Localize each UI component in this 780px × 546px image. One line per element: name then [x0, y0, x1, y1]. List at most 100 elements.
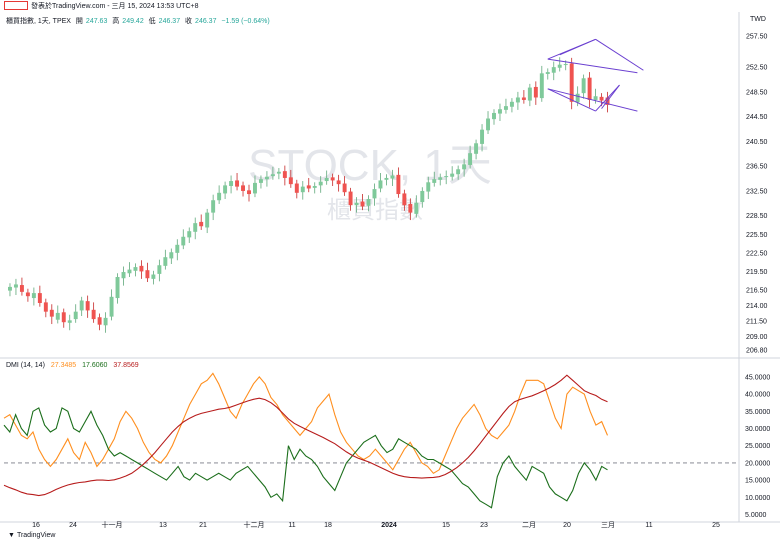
price-tick-label: 232.50	[746, 188, 768, 195]
dmi-name[interactable]: DMI (14, 14)	[6, 362, 45, 369]
trend-line	[547, 38, 596, 60]
candle-body	[408, 203, 413, 213]
candle-body	[253, 182, 257, 194]
time-tick-label: 20	[563, 522, 571, 529]
candle-body	[450, 173, 455, 177]
candle-body	[378, 180, 383, 189]
candle-body	[247, 190, 251, 195]
candle-body	[73, 311, 78, 320]
candle-body	[211, 200, 216, 213]
candle-body	[13, 284, 18, 288]
candle-body	[139, 265, 144, 272]
price-tick-label: 206.80	[746, 348, 768, 355]
time-tick-label: 25	[712, 522, 720, 529]
candle-body	[426, 182, 431, 192]
price-legend: 櫃買指數, 1天, TPEX 開 247.63 高 249.42 低 246.37 收…	[6, 16, 273, 26]
candle-body	[288, 177, 293, 185]
candle-body	[593, 96, 598, 100]
candle-body	[8, 286, 12, 291]
candle-body	[432, 179, 437, 183]
candle-body	[384, 177, 389, 180]
candle-body	[342, 183, 347, 193]
published-text: 發表於TradingView.com - 三月 15, 2024 13:53 U…	[31, 3, 199, 10]
dmi-tick-label: 30.0000	[745, 426, 770, 433]
candle-body	[133, 267, 138, 271]
candle-body	[312, 186, 317, 188]
candle-body	[127, 269, 132, 274]
candle-body	[575, 93, 580, 103]
dmi-series-minus-di	[3, 407, 608, 509]
price-tick-label: 228.50	[746, 213, 768, 220]
publish-header: 發表於TradingView.com - 三月 15, 2024 13:53 U…	[0, 0, 780, 12]
trend-line	[595, 38, 644, 71]
candle-body	[348, 191, 353, 206]
price-tick-label: 225.50	[746, 232, 768, 239]
candle-body	[31, 293, 36, 299]
candle-body	[43, 302, 48, 312]
dmi-plus-value: 27.3485	[50, 362, 77, 369]
time-tick-label: 十一月	[102, 520, 123, 529]
candle-body	[163, 257, 168, 266]
candle-body	[420, 190, 425, 203]
candle-body	[503, 106, 508, 110]
price-tick-label: 214.00	[746, 303, 768, 310]
candle-body	[25, 292, 30, 297]
candle-body	[468, 153, 473, 165]
candle-body	[474, 143, 479, 154]
dmi-tick-label: 40.0000	[745, 392, 770, 399]
candle-body	[498, 109, 502, 114]
price-tick-label: 240.50	[746, 139, 768, 146]
candle-body	[282, 171, 287, 178]
candle-body	[527, 87, 532, 101]
price-tick-label: 244.50	[746, 114, 768, 121]
candle-body	[37, 293, 42, 303]
low-label: 低	[148, 18, 156, 25]
trend-line	[547, 88, 638, 112]
high-value: 249.42	[122, 18, 144, 25]
candle-body	[294, 183, 299, 193]
high-label: 高	[112, 18, 120, 25]
dmi-series-plus-di	[3, 372, 609, 475]
time-tick-label: 13	[159, 522, 167, 529]
candle-body	[539, 73, 544, 99]
dmi-tick-label: 15.0000	[745, 478, 770, 485]
candle-body	[587, 77, 592, 100]
candle-body	[181, 236, 186, 246]
time-tick-label: 11	[645, 522, 652, 529]
candle-body	[480, 129, 485, 144]
candle-body	[306, 185, 311, 189]
candle-body	[270, 174, 275, 177]
symbol-label[interactable]: 櫃買指數, 1天, TPEX	[6, 18, 71, 25]
candle-body	[545, 72, 550, 74]
time-tick-label: 24	[69, 522, 77, 529]
candle-body	[557, 64, 562, 68]
candle-body	[300, 186, 305, 193]
candle-body	[187, 231, 192, 238]
price-tick-label: 248.50	[746, 89, 768, 96]
dmi-legend: DMI (14, 14) 27.3485 17.6060 37.8569	[6, 362, 143, 369]
brand-label: TradingView	[16, 532, 56, 539]
candle-body	[444, 176, 449, 178]
candle-body	[390, 175, 395, 179]
candle-body	[336, 180, 341, 185]
watermark-subtitle: 櫃買指數	[327, 197, 423, 224]
time-tick-label: 2024	[381, 522, 397, 529]
price-tick-label: 209.00	[746, 334, 768, 341]
candle-body	[151, 274, 156, 279]
candle-body	[402, 193, 407, 206]
candle-body	[175, 244, 180, 253]
change-value: −1.59 (−0.64%)	[221, 18, 270, 25]
close-value: 246.37	[195, 18, 217, 25]
candle-body	[67, 320, 72, 323]
candle-body	[103, 317, 108, 326]
candle-body	[360, 201, 365, 207]
watermark-title: STOCK, 1天	[248, 141, 492, 190]
candle-body	[330, 177, 335, 181]
candle-body	[372, 189, 377, 199]
candle-body	[258, 179, 263, 183]
tradingview-footer: ▼ TradingView	[8, 532, 55, 539]
candle-body	[462, 164, 467, 170]
candle-body	[79, 300, 84, 311]
candle-body	[157, 265, 162, 274]
